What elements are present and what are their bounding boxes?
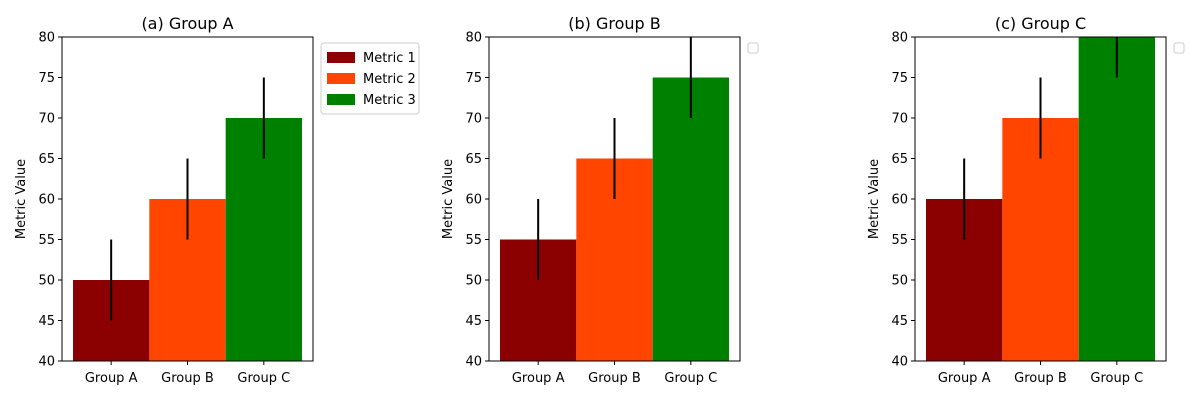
bar-group-c bbox=[652, 77, 729, 361]
bars bbox=[500, 37, 729, 361]
y-tick-label: 80 bbox=[38, 31, 55, 46]
legend-empty bbox=[1173, 42, 1185, 54]
y-tick-label: 40 bbox=[465, 355, 482, 370]
y-tick-label: 70 bbox=[465, 112, 482, 127]
legend-label: Metric 2 bbox=[363, 72, 416, 87]
y-axis-label: Metric Value bbox=[441, 159, 456, 239]
y-tick-label: 65 bbox=[465, 152, 482, 167]
y-tick-label: 55 bbox=[465, 233, 482, 248]
y-tick-label: 50 bbox=[465, 274, 482, 289]
legend-empty bbox=[747, 42, 759, 54]
y-axis-label: Metric Value bbox=[867, 159, 882, 239]
y-tick-label: 40 bbox=[38, 355, 55, 370]
legend-label: Metric 1 bbox=[363, 51, 416, 66]
legend-swatch bbox=[327, 73, 355, 84]
chart-title: (b) Group B bbox=[568, 14, 661, 33]
x-tick-label: Group C bbox=[664, 371, 717, 386]
y-tick-label: 55 bbox=[891, 233, 908, 248]
y-axis-label: Metric Value bbox=[14, 159, 29, 239]
y-tick-label: 75 bbox=[465, 71, 482, 86]
x-tick-label: Group C bbox=[237, 371, 290, 386]
y-tick-label: 55 bbox=[38, 233, 55, 248]
legend: Metric 1 Metric 2 Metric 3 bbox=[320, 42, 420, 115]
chart-panel-1: 40 45 50 55 60 65 70 75 80 Group A Group B Group C (… bbox=[441, 14, 759, 386]
y-tick-label: 60 bbox=[465, 193, 482, 208]
y-tick-label: 60 bbox=[38, 193, 55, 208]
x-tick-label: Group C bbox=[1090, 371, 1143, 386]
chart-panel-0: 40 45 50 55 60 65 70 75 80 Group A Group B Group C (… bbox=[14, 14, 420, 386]
y-tick-label: 40 bbox=[891, 355, 908, 370]
y-tick-label: 75 bbox=[38, 71, 55, 86]
y-tick-label: 65 bbox=[38, 152, 55, 167]
y-tick-label: 45 bbox=[465, 314, 482, 329]
y-tick-label: 70 bbox=[891, 112, 908, 127]
y-tick-label: 45 bbox=[891, 314, 908, 329]
y-tick-label: 50 bbox=[38, 274, 55, 289]
bar-group-c bbox=[1078, 37, 1155, 361]
y-tick-label: 75 bbox=[891, 71, 908, 86]
chart-title: (a) Group A bbox=[141, 14, 233, 33]
x-tick-label: Group A bbox=[512, 371, 565, 386]
legend-label: Metric 3 bbox=[363, 93, 416, 108]
chart-title: (c) Group C bbox=[995, 14, 1086, 33]
x-tick-label: Group B bbox=[588, 371, 641, 386]
y-tick-label: 80 bbox=[465, 31, 482, 46]
x-tick-label: Group A bbox=[85, 371, 138, 386]
chart-panel-2: 40 45 50 55 60 65 70 75 80 Group A Group B Group C (… bbox=[867, 14, 1185, 386]
y-tick-label: 70 bbox=[38, 112, 55, 127]
y-tick-label: 50 bbox=[891, 274, 908, 289]
bars bbox=[926, 37, 1155, 361]
x-tick-label: Group B bbox=[161, 371, 214, 386]
legend-swatch bbox=[327, 94, 355, 105]
y-tick-label: 65 bbox=[891, 152, 908, 167]
y-tick-label: 80 bbox=[891, 31, 908, 46]
legend-swatch bbox=[327, 52, 355, 63]
y-tick-label: 60 bbox=[891, 193, 908, 208]
x-tick-label: Group B bbox=[1014, 371, 1067, 386]
y-tick-label: 45 bbox=[38, 314, 55, 329]
x-tick-label: Group A bbox=[938, 371, 991, 386]
bars bbox=[73, 77, 302, 361]
